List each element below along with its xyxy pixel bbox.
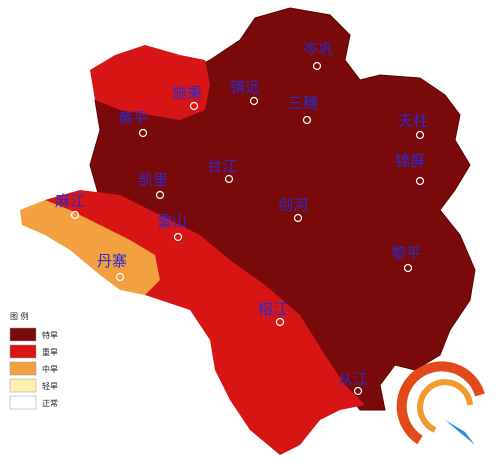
- place-label: 三穗: [288, 94, 318, 112]
- place-dot: [115, 272, 125, 282]
- place-dot: [312, 61, 322, 71]
- place-label: 黎平: [391, 244, 421, 262]
- legend-swatch: [9, 361, 37, 376]
- legend-label: 特旱: [42, 330, 58, 340]
- place-dot: [249, 96, 259, 106]
- logo: [396, 361, 485, 445]
- legend-swatch: [9, 344, 37, 359]
- place-dot: [415, 176, 425, 186]
- place-label: 麻江: [55, 192, 85, 210]
- legend-swatch: [9, 327, 37, 342]
- place-label: 台江: [207, 157, 237, 175]
- place-label: 施秉: [172, 84, 202, 102]
- region-moderate-drought: [20, 200, 160, 295]
- place-label: 雷山: [157, 212, 187, 230]
- legend-title: 图 例: [10, 311, 29, 321]
- place-label: 从江: [338, 370, 368, 388]
- place-label: 榕江: [258, 300, 288, 318]
- place-dot: [189, 101, 199, 111]
- place-dot: [70, 210, 80, 220]
- region-heavy-drought-north: [90, 45, 210, 120]
- place-dot: [224, 174, 234, 184]
- legend-label: 重旱: [42, 347, 58, 357]
- place-dot: [275, 317, 285, 327]
- place-label: 镇远: [230, 78, 260, 96]
- place-label: 锦屏: [395, 152, 425, 170]
- place-label: 剑河: [278, 196, 308, 214]
- place-dot: [293, 213, 303, 223]
- place-label: 丹寨: [97, 252, 127, 270]
- place-label: 天柱: [398, 112, 428, 130]
- place-dot: [403, 263, 413, 273]
- regions: [20, 7, 476, 455]
- legend-label: 轻旱: [42, 381, 58, 391]
- legend-swatch: [9, 378, 37, 393]
- place-dot: [415, 130, 425, 140]
- place-dot: [353, 386, 363, 396]
- place-dot: [138, 128, 148, 138]
- place-label: 黄平: [118, 109, 148, 127]
- legend-swatch: [9, 395, 37, 410]
- place-label: 岑巩: [303, 40, 333, 58]
- legend-label: 中旱: [42, 364, 58, 374]
- place-dot: [155, 190, 165, 200]
- place-dot: [173, 232, 183, 242]
- place-label: 凯里: [138, 171, 168, 189]
- place-dot: [302, 115, 312, 125]
- legend-label: 正常: [42, 399, 58, 408]
